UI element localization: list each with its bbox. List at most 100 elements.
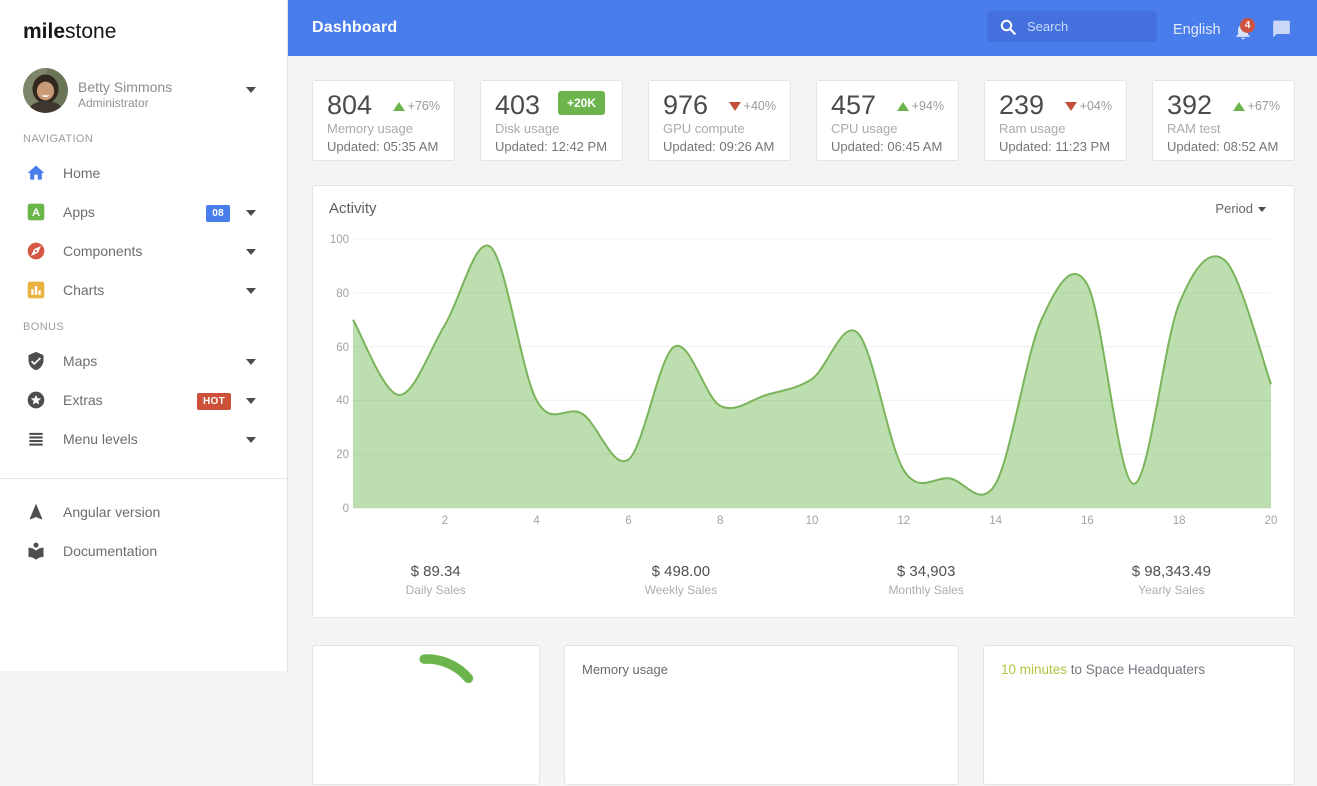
avatar [23,68,68,113]
bottom-widgets-row: Memory usage 10 minutes to Space Headqua… [312,645,1295,785]
sidebar-item-menu-levels[interactable]: Menu levels [0,420,287,459]
gauge-chart [419,654,474,684]
stat-card-cpu-usage[interactable]: 457 +94% CPU usage Updated: 06:45 AM [816,80,959,161]
sales-summary-weekly-sales: $ 498.00 Weekly Sales [558,563,803,597]
x-axis-tick: 14 [989,515,1002,527]
activity-card: Activity Period 0 20 40 60 80 100 2 4 6 8 10 12 14 16… [312,185,1295,618]
timeline-entry: 10 minutes to Space Headquaters [1001,662,1277,677]
sidebar-item-badge: HOT [196,393,231,410]
trend-down-icon [1064,101,1077,111]
chevron-down-icon [1258,207,1266,212]
sidebar-item-label: Charts [63,282,105,298]
stat-card-ram-usage[interactable]: 239 +04% Ram usage Updated: 11:23 PM [984,80,1127,161]
messages-icon[interactable] [1271,19,1292,39]
maps-icon [26,351,46,371]
x-axis-tick: 8 [716,515,724,527]
timeline-time-highlight: 10 minutes [1001,662,1068,677]
apps-icon: A [26,202,46,222]
period-dropdown[interactable]: Period [1215,201,1266,216]
trend-up-icon [1232,101,1245,111]
documentation-icon [26,541,46,561]
components-icon [26,241,46,261]
angular-version-icon [26,502,46,522]
stat-label: RAM test [1167,121,1221,136]
stat-label: Ram usage [999,121,1066,136]
stat-percent: +67% [1247,99,1280,113]
chevron-down-icon[interactable] [246,210,256,216]
activity-chart: 0 20 40 60 80 100 2 4 6 8 10 12 14 16 18 20 [330,234,1278,527]
sidebar-item-documentation[interactable]: Documentation [0,532,287,571]
chevron-down-icon[interactable] [246,398,256,404]
sales-label: Weekly Sales [644,583,718,597]
y-axis-tick: 20 [336,449,349,462]
stat-card-ram-test[interactable]: 392 +67% RAM test Updated: 08:52 AM [1152,80,1295,161]
home-icon [26,163,46,183]
x-axis-tick: 16 [1080,515,1094,527]
stat-value: 457 [831,90,877,120]
gauge-widget-card [312,645,540,785]
language-selector[interactable]: English [1173,22,1221,38]
stat-updated: Updated: 12:42 PM [495,139,608,154]
sidebar-item-label: Components [63,243,143,259]
stat-label: CPU usage [831,121,898,136]
sidebar-item-label: Extras [63,392,103,408]
stat-label: GPU compute [663,121,745,136]
chevron-down-icon[interactable] [246,437,256,443]
stat-percent: +04% [1079,99,1112,113]
topbar: Dashboard English 4 [288,0,1317,56]
sales-summary-monthly-sales: $ 34,903 Monthly Sales [804,563,1049,597]
stat-percent: +40% [743,99,776,113]
svg-text:A: A [32,207,40,219]
sidebar-item-home[interactable]: Home [0,154,287,193]
sales-value: $ 34,903 [896,563,956,580]
chevron-down-icon[interactable] [246,87,256,93]
stat-updated: Updated: 11:23 PM [999,139,1111,154]
sidebar-item-charts[interactable]: Charts [0,271,287,310]
stat-trend: +76% [392,99,440,113]
x-axis-tick: 2 [441,515,448,527]
sidebar-item-maps[interactable]: Maps [0,342,287,381]
page-title: Dashboard [312,19,398,36]
sidebar-item-apps[interactable]: A Apps 08 [0,193,287,232]
sales-value: $ 498.00 [651,563,711,580]
stat-card-disk-usage[interactable]: 403 +20K Disk usage Updated: 12:42 PM [480,80,623,161]
sidebar-item-angular-version[interactable]: Angular version [0,493,287,532]
stat-value: 392 [1167,90,1213,120]
stat-percent: +94% [911,99,944,113]
extras-icon [26,390,46,410]
app-logo[interactable]: milestone [23,20,117,43]
notification-count-badge[interactable]: 4 [1240,18,1255,33]
sidebar-item-badge: 08 [206,205,230,222]
chevron-down-icon[interactable] [246,249,256,255]
chevron-down-icon[interactable] [246,288,256,294]
stat-percent: +76% [407,99,440,113]
x-axis-tick: 18 [1172,515,1186,527]
stat-trend: +40% [728,99,776,113]
sales-label: Monthly Sales [888,583,964,597]
activity-title: Activity [329,200,377,217]
memory-usage-card: Memory usage [564,645,959,785]
stat-card-gpu-compute[interactable]: 976 +40% GPU compute Updated: 09:26 AM [648,80,791,161]
sidebar-item-label: Home [63,165,101,181]
sidebar-item-extras[interactable]: Extras HOT [0,381,287,420]
user-profile[interactable]: Betty Simmons Administrator [23,68,287,114]
x-axis-tick: 12 [897,515,911,527]
y-axis-tick: 40 [336,395,349,408]
trend-down-icon [728,101,741,111]
sidebar-section-label: NAVIGATION [23,133,94,145]
x-axis-tick: 20 [1264,515,1278,527]
stats-row: 804 +76% Memory usage Updated: 05:35 AM … [312,80,1295,161]
sidebar-section-label: BONUS [23,321,65,333]
trend-up-icon [392,101,405,111]
search-input[interactable] [1027,11,1152,42]
sales-summary-yearly-sales: $ 98,343.49 Yearly Sales [1049,563,1294,597]
stat-updated: Updated: 08:52 AM [1167,139,1279,154]
chevron-down-icon[interactable] [246,359,256,365]
charts-icon [26,280,46,300]
stat-trend: +67% [1232,99,1280,113]
stat-card-memory-usage[interactable]: 804 +76% Memory usage Updated: 05:35 AM [312,80,455,161]
sales-label: Yearly Sales [1138,583,1205,597]
stat-value: 976 [663,90,709,120]
sidebar-item-label: Apps [63,204,95,220]
sidebar-item-components[interactable]: Components [0,232,287,271]
